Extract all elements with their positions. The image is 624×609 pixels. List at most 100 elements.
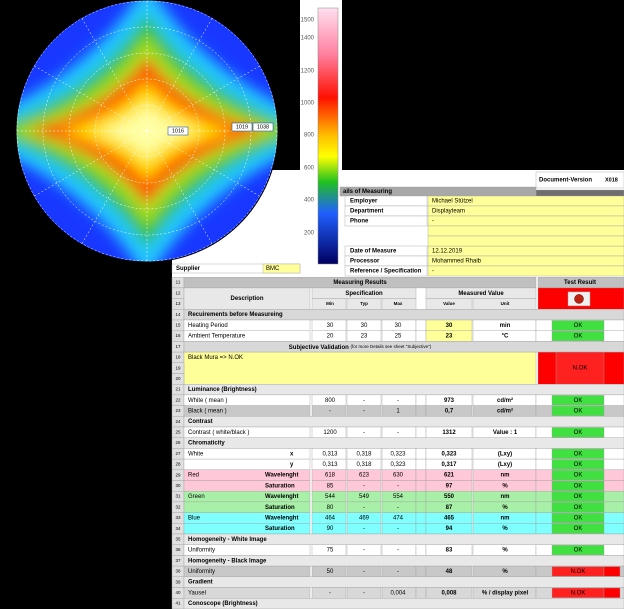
cell [415,458,427,471]
result-text: OK [574,430,583,436]
cell-text: nm [501,494,510,500]
result-cell [551,320,605,331]
cell-text: 50 [327,569,334,575]
section-title: Subjective Validation (for more Details … [289,344,432,350]
section-title: Homogeneity - White Image [188,537,267,543]
cell-text: - [363,505,365,511]
plot-label-box [167,126,189,136]
cell-text: Typ [360,301,368,306]
polar-spoke [146,130,261,197]
cell-text: Heating Period [188,323,228,329]
polar-spoke [146,17,213,132]
section-title: Luminance (Brightness) [188,387,257,393]
row-number: 39 [175,579,181,584]
cell [415,491,427,503]
section-note: (for more Details see sheet "Subjective"… [350,344,431,349]
cell-text: Phone [350,219,369,225]
cell-text: Mohammed Rhaib [432,259,482,265]
cell [415,448,427,460]
cell-text: - [397,483,399,489]
cell-text: 80 [327,505,334,511]
colorbar-label: 400 [304,198,315,204]
cell-text: cd/m² [497,408,513,415]
indicator-lamp [574,294,584,304]
cell-text: Test Result [564,280,596,286]
cell [427,225,624,237]
cell-text: White [188,451,204,457]
cell-text: Green [188,494,205,500]
cell-text: 973 [444,398,455,404]
row-number: 16 [175,333,181,338]
section-title: Homogeneity - Black Image [188,558,267,564]
cell-text: Reference / Specification [350,269,422,275]
cell-text: Black ( mean ) [188,409,227,415]
cell-text: - [363,548,365,554]
cell-text: 549 [359,494,370,500]
cell [415,405,427,417]
cell-text: 0,318 [356,451,372,457]
cell-text: - [329,590,331,596]
row-number: 33 [175,515,181,520]
polar-spoke [33,65,148,132]
cell [381,501,417,513]
result-text: OK [574,398,583,404]
cell-text: - [397,398,399,404]
result-cell [551,448,605,459]
cell-text: 1312 [442,430,456,436]
cell [415,565,427,577]
row-number: 29 [175,472,181,477]
cell-text: Wavelenght [265,516,298,522]
colorbar-label: 800 [304,133,315,139]
cell-text: X018 [605,177,618,183]
cell-text: 30 [327,323,334,329]
cell-text: 20 [327,334,334,340]
cell [381,565,417,577]
plot-label-box [231,122,253,132]
polar-spoke [146,130,213,245]
cell-text: Min [326,301,334,306]
plot-label: 1016 [172,128,184,134]
cell [415,587,427,599]
cell [381,426,417,438]
result-cell [603,587,621,598]
cell-text: x [290,451,294,457]
result-cell [551,459,605,470]
cell-text: Max [394,301,403,306]
cell [415,512,427,524]
cell-text: Measured Value [458,291,504,297]
cell-text: 1200 [323,430,337,436]
result-cell [551,491,605,502]
row-number: 21 [175,387,181,392]
row-number: 25 [175,430,181,435]
cell [415,544,427,556]
polar-spoke [81,17,148,132]
colorbar-label: 1400 [301,36,315,42]
row-number: 40 [175,590,181,595]
row-number: 20 [175,376,181,381]
result-cell [551,512,605,523]
cell-text: 48 [446,569,453,575]
cell-text: 0,323 [390,462,406,468]
cell-text: 75 [327,548,334,554]
cell [535,171,624,189]
row-number: 32 [175,504,181,509]
cell-text: - [397,505,399,511]
cell-text: 800 [325,398,336,404]
result-cell [551,523,605,534]
plot-label-box [252,122,274,132]
cell [381,523,417,535]
cell-text: Document-Version [539,178,592,184]
cell-text: 87 [446,505,453,511]
cell-text: Black Mura => N.OK [188,355,243,361]
cell-text: Contrast ( white/black ) [188,430,249,436]
row-number: 37 [175,558,181,563]
cell-text: 85 [327,483,334,489]
cell-text: % [502,505,508,511]
row-number: 41 [175,601,181,606]
cell-text: (Lxy) [498,451,512,457]
cell-text: ails of Measuring [343,189,392,195]
cell-text: 623 [359,473,370,479]
cell-text: Value : 1 [493,430,518,436]
polar-spoke [81,130,148,245]
